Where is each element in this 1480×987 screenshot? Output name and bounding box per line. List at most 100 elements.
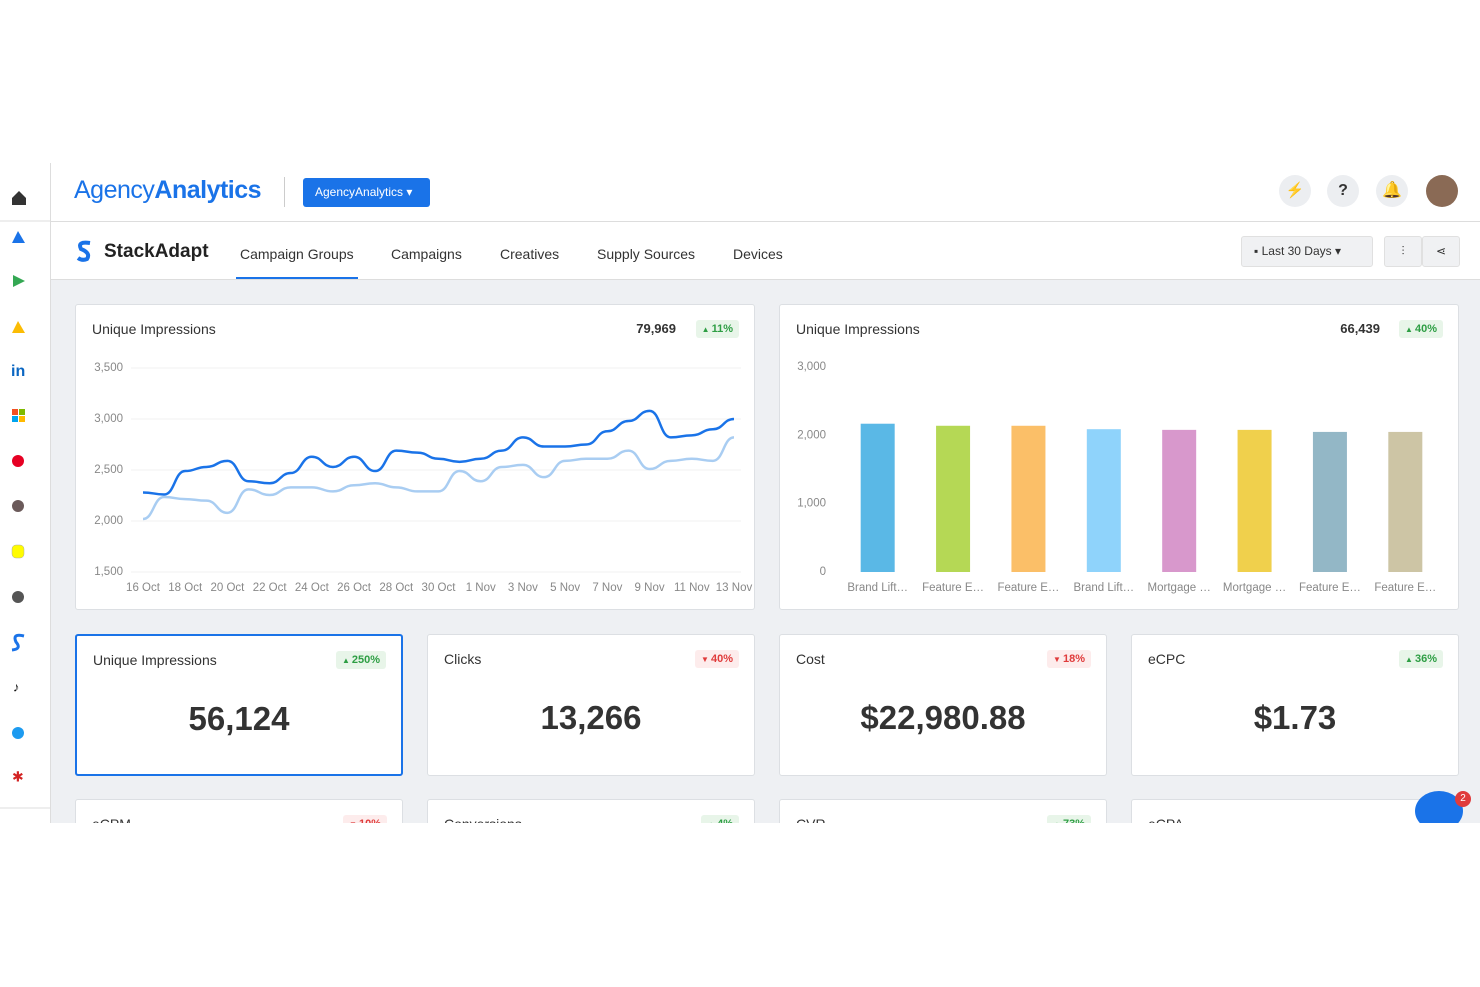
change-badge: 4% [701, 815, 739, 823]
stat-value: 56,124 [188, 700, 290, 737]
chat-badge: 2 [1455, 791, 1471, 807]
change-badge: 10% [343, 815, 387, 823]
logo-bold: Analytics [154, 176, 262, 204]
stat-card[interactable]: Conversions 4% [427, 799, 755, 823]
logo-light: Agency [74, 176, 155, 204]
avatar[interactable] [1426, 175, 1458, 207]
line-card: Unique Impressions 79,969 11% 1,500 2,000 2,5… [75, 304, 755, 610]
bar-card: Unique Impressions 66,439 40% 0 1,000 2,000 3,… [779, 304, 1459, 610]
stat-card[interactable]: Cost 18% $22,980.88 [779, 634, 1107, 776]
logo[interactable]: AgencyAnalytics [74, 176, 262, 205]
x-tick-label: 24 Oct [295, 582, 330, 594]
help[interactable]: ? [1327, 175, 1359, 207]
stat-title: eCPM [92, 816, 131, 823]
x-tick-label: 7 Nov [592, 582, 622, 594]
x-tick-label: Feature E… [922, 582, 984, 594]
account-label: AgencyAnalytics [315, 185, 404, 199]
x-tick-label: Brand Lift… [1073, 582, 1134, 594]
bar [1162, 429, 1197, 572]
tab[interactable]: Creatives [500, 246, 560, 262]
stat-card[interactable]: eCPA [1131, 799, 1459, 823]
bar [1011, 425, 1046, 572]
x-tick-label: Mortgage … [1223, 582, 1286, 594]
sidebar: in ♪ ✱ [0, 163, 51, 823]
x-tick-label: 11 Nov [674, 582, 710, 594]
stat-card[interactable]: Clicks 40% 13,266 [427, 634, 755, 776]
change-badge: 40% [695, 650, 739, 668]
nav: StackAdapt ▪ Last 30 Days ▾ ⫶ ⋖ Campaign… [51, 222, 1480, 280]
x-tick-label: Feature E… [1374, 582, 1436, 594]
stat-title: eCPA [1148, 816, 1184, 823]
stat-value: $22,980.88 [860, 699, 1026, 736]
stat-card[interactable]: eCPC 36% $1.73 [1131, 634, 1459, 776]
y-tick-label: 3,000 [797, 361, 826, 373]
x-tick-label: 3 Nov [508, 582, 538, 594]
change-badge: 40% [1399, 320, 1443, 338]
app: in ♪ ✱ AgencyAnalytics AgencyAnalytics ▾… [0, 163, 1480, 823]
x-tick-label: 9 Nov [635, 582, 665, 594]
x-tick-label: Mortgage … [1148, 582, 1211, 594]
tab[interactable]: Campaign Groups [240, 246, 354, 262]
x-tick-label: Brand Lift… [847, 582, 908, 594]
stat-title: Unique Impressions [93, 652, 217, 668]
whats-new[interactable]: ⚡ [1279, 175, 1311, 207]
content: Unique Impressions 79,969 11% 1,500 2,000 2,5… [51, 280, 1480, 823]
x-tick-label: Feature E… [997, 582, 1059, 594]
stat-card[interactable]: CVR 73% [779, 799, 1107, 823]
card-title: Unique Impressions [796, 321, 920, 337]
tab[interactable]: Devices [733, 246, 783, 262]
date-label: Last 30 Days [1261, 244, 1332, 258]
tab-underline [236, 277, 358, 279]
y-tick-label: 3,000 [94, 413, 123, 425]
header: AgencyAnalytics AgencyAnalytics ▾ ⚡ ? 🔔 [51, 163, 1480, 222]
y-tick-label: 0 [820, 566, 826, 578]
card-total: 79,969 [636, 321, 676, 336]
share[interactable]: ⋖ [1422, 236, 1460, 267]
x-tick-label: 18 Oct [168, 582, 203, 594]
y-tick-label: 2,500 [94, 464, 123, 476]
svg-text:♪: ♪ [13, 679, 20, 694]
stat-value: $1.73 [1253, 699, 1337, 736]
stat-card[interactable]: Unique Impressions 250% 56,124 [75, 634, 403, 776]
bar [1312, 431, 1347, 572]
brand-icon [76, 240, 91, 262]
svg-text:in: in [11, 363, 25, 380]
tab[interactable]: Campaigns [391, 246, 462, 262]
stat-card[interactable]: eCPM 10% [75, 799, 403, 823]
change-badge: 18% [1047, 650, 1091, 668]
y-tick-label: 3,500 [94, 362, 123, 374]
x-tick-label: 30 Oct [422, 582, 457, 594]
stat-title: Clicks [444, 651, 482, 667]
tab[interactable]: Supply Sources [597, 246, 696, 262]
y-tick-label: 1,500 [94, 566, 123, 578]
x-tick-label: Feature E… [1299, 582, 1361, 594]
x-tick-label: 1 Nov [466, 582, 496, 594]
sidebar-icons: in ♪ ✱ [0, 191, 50, 809]
x-tick-label: 20 Oct [210, 582, 245, 594]
x-tick-label: 28 Oct [379, 582, 414, 594]
account-button[interactable]: AgencyAnalytics ▾ [303, 178, 430, 207]
change-badge: 250% [335, 651, 386, 669]
bar [1388, 431, 1423, 572]
brand: StackAdapt [104, 241, 209, 262]
y-tick-label: 2,000 [94, 515, 123, 527]
change-badge: 36% [1399, 650, 1443, 668]
change-badge: 73% [1047, 815, 1091, 823]
bar [860, 423, 895, 572]
date-range[interactable]: ▪ Last 30 Days ▾ [1241, 236, 1373, 267]
x-tick-label: 22 Oct [253, 582, 288, 594]
bar-chart: 0 1,000 2,000 3,000 Brand Lift… Feature E… Fea… [797, 361, 1436, 594]
stat-title: eCPC [1148, 651, 1186, 667]
stat-title: CVR [796, 816, 826, 823]
x-tick-label: 26 Oct [337, 582, 372, 594]
line-series [142, 409, 735, 496]
svg-text:✱: ✱ [12, 769, 24, 785]
x-tick-label: 16 Oct [126, 582, 161, 594]
filters[interactable]: ⫶ [1384, 236, 1422, 267]
notifications[interactable]: 🔔 [1376, 175, 1408, 207]
line-series [142, 436, 735, 521]
bar [1237, 429, 1272, 572]
stat-value: 13,266 [540, 699, 642, 736]
x-tick-label: 5 Nov [550, 582, 580, 594]
